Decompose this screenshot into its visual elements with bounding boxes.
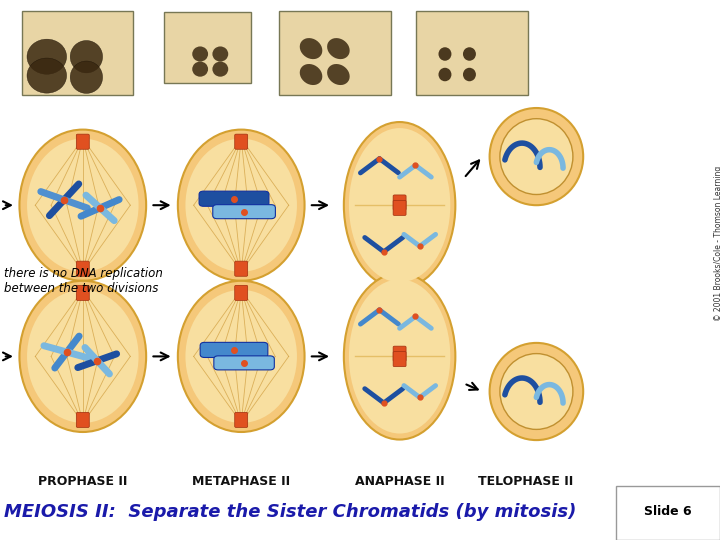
FancyBboxPatch shape [393, 200, 406, 215]
Ellipse shape [186, 290, 297, 423]
FancyBboxPatch shape [76, 261, 89, 276]
Ellipse shape [27, 58, 67, 93]
Ellipse shape [463, 68, 476, 81]
FancyBboxPatch shape [235, 285, 248, 300]
Ellipse shape [438, 47, 451, 60]
Ellipse shape [192, 46, 208, 62]
Text: MEIOSIS II:  Separate the Sister Chromatids (by mitosis): MEIOSIS II: Separate the Sister Chromati… [4, 503, 576, 521]
Ellipse shape [344, 122, 455, 288]
Ellipse shape [27, 139, 138, 272]
Bar [0, 486, 616, 540]
Text: ANAPHASE II: ANAPHASE II [355, 475, 444, 488]
FancyBboxPatch shape [235, 413, 248, 428]
Ellipse shape [300, 38, 323, 59]
Ellipse shape [463, 47, 476, 60]
Ellipse shape [349, 279, 450, 434]
Ellipse shape [212, 46, 228, 62]
FancyBboxPatch shape [200, 342, 268, 357]
Ellipse shape [490, 343, 583, 440]
Bar [22, 11, 133, 94]
Text: PROPHASE II: PROPHASE II [38, 475, 127, 488]
Ellipse shape [186, 139, 297, 272]
FancyBboxPatch shape [393, 195, 406, 210]
FancyBboxPatch shape [214, 356, 274, 370]
FancyBboxPatch shape [213, 205, 276, 219]
Text: there is no DNA replication
between the two divisions: there is no DNA replication between the … [4, 267, 163, 295]
Ellipse shape [344, 273, 455, 440]
Bar [164, 12, 251, 83]
Text: © 2001 Brooks/Cole - Thomson Learning: © 2001 Brooks/Cole - Thomson Learning [714, 165, 720, 321]
Text: METAPHASE II: METAPHASE II [192, 475, 290, 488]
Ellipse shape [70, 40, 102, 73]
Ellipse shape [19, 281, 146, 432]
Bar [279, 11, 391, 94]
Ellipse shape [349, 128, 450, 282]
FancyBboxPatch shape [76, 285, 89, 300]
Ellipse shape [500, 119, 573, 194]
Ellipse shape [438, 68, 451, 81]
Text: Slide 6: Slide 6 [644, 505, 691, 518]
Ellipse shape [27, 39, 67, 74]
Ellipse shape [192, 62, 208, 77]
Ellipse shape [490, 108, 583, 205]
FancyBboxPatch shape [393, 352, 406, 367]
Ellipse shape [212, 62, 228, 77]
Ellipse shape [300, 64, 323, 85]
Ellipse shape [70, 61, 102, 93]
Bar [616, 486, 720, 540]
Bar [416, 11, 528, 94]
FancyBboxPatch shape [199, 191, 269, 206]
Text: TELOPHASE II: TELOPHASE II [478, 475, 573, 488]
Ellipse shape [178, 130, 305, 281]
FancyBboxPatch shape [76, 413, 89, 428]
Ellipse shape [500, 354, 573, 429]
Ellipse shape [19, 130, 146, 281]
Ellipse shape [27, 290, 138, 423]
Ellipse shape [327, 38, 350, 59]
FancyBboxPatch shape [235, 134, 248, 149]
Ellipse shape [178, 281, 305, 432]
Ellipse shape [327, 64, 350, 85]
FancyBboxPatch shape [235, 261, 248, 276]
FancyBboxPatch shape [76, 134, 89, 149]
FancyBboxPatch shape [393, 346, 406, 361]
